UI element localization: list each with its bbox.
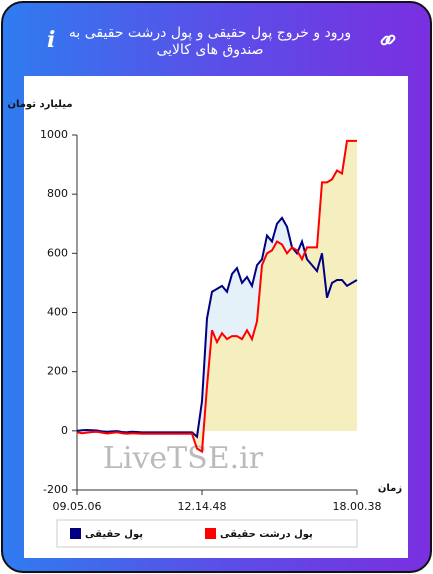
legend-label: پول درشت حقیقی: [220, 529, 313, 540]
x-tick-label: 12.14.48: [178, 500, 227, 513]
header: ورود و خروج پول حقیقی و پول درشت حقیقی ب…: [3, 3, 430, 75]
y-tick-label: 800: [47, 187, 68, 200]
y-tick-label: 600: [47, 246, 68, 259]
series-line: [76, 216, 358, 439]
x-tick-label: 18.00.38: [333, 500, 382, 513]
series-line: [76, 139, 357, 454]
legend-swatch: [205, 528, 216, 539]
y-axis-label: میلیارد تومان: [7, 99, 72, 110]
link-icon[interactable]: [379, 31, 397, 49]
legend-swatch: [70, 528, 81, 539]
y-tick-label: -200: [43, 483, 68, 496]
y-tick-label: 1000: [40, 128, 68, 141]
x-tick-label: 09.05.06: [53, 500, 102, 513]
info-icon[interactable]: i: [47, 27, 56, 53]
y-tick-label: 200: [47, 365, 68, 378]
series-area: [77, 140, 357, 452]
x-axis-label: زمان: [378, 483, 402, 494]
legend-label: پول حقیقی: [85, 529, 143, 540]
y-tick-label: 400: [47, 306, 68, 319]
card-title: ورود و خروج پول حقیقی و پول درشت حقیقی ب…: [68, 25, 352, 58]
y-tick-label: 0: [61, 424, 68, 437]
watermark: LiveTSE.ir: [103, 441, 264, 476]
